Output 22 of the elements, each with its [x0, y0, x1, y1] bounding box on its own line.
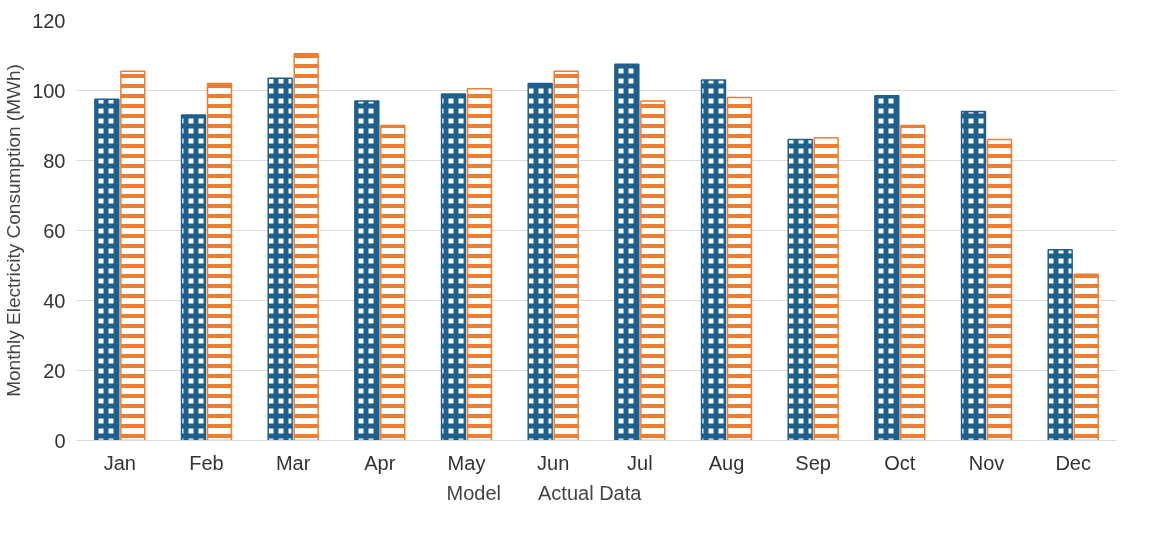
y-tick-label: 60	[43, 219, 66, 242]
x-tick-label: Oct	[884, 451, 916, 474]
x-tick-label: Aug	[708, 451, 745, 474]
x-tick-label: Jan	[103, 451, 136, 474]
x-tick-label: Jun	[537, 451, 570, 474]
x-tick-label: Nov	[968, 451, 1005, 474]
x-tick-label: Feb	[189, 451, 224, 474]
text: Model	[446, 481, 502, 505]
y-tick-label: 80	[43, 149, 66, 172]
x-tick-label: Mar	[275, 451, 311, 474]
x-tick-label: Apr	[364, 451, 396, 474]
y-tick-label: 0	[54, 429, 66, 452]
y-axis-title: Monthly Electricity Consumption (MWh)	[3, 64, 25, 397]
y-tick-label: 40	[43, 289, 66, 312]
x-tick-label: Dec	[1055, 451, 1091, 474]
x-tick-label: Sep	[795, 451, 831, 474]
y-tick-label: 100	[32, 79, 66, 102]
y-tick-label: 120	[32, 9, 66, 32]
text: Actual Data	[538, 481, 642, 505]
x-tick-label: May	[447, 451, 486, 474]
x-tick-label: Jul	[627, 451, 653, 474]
y-tick-label: 20	[43, 359, 66, 382]
